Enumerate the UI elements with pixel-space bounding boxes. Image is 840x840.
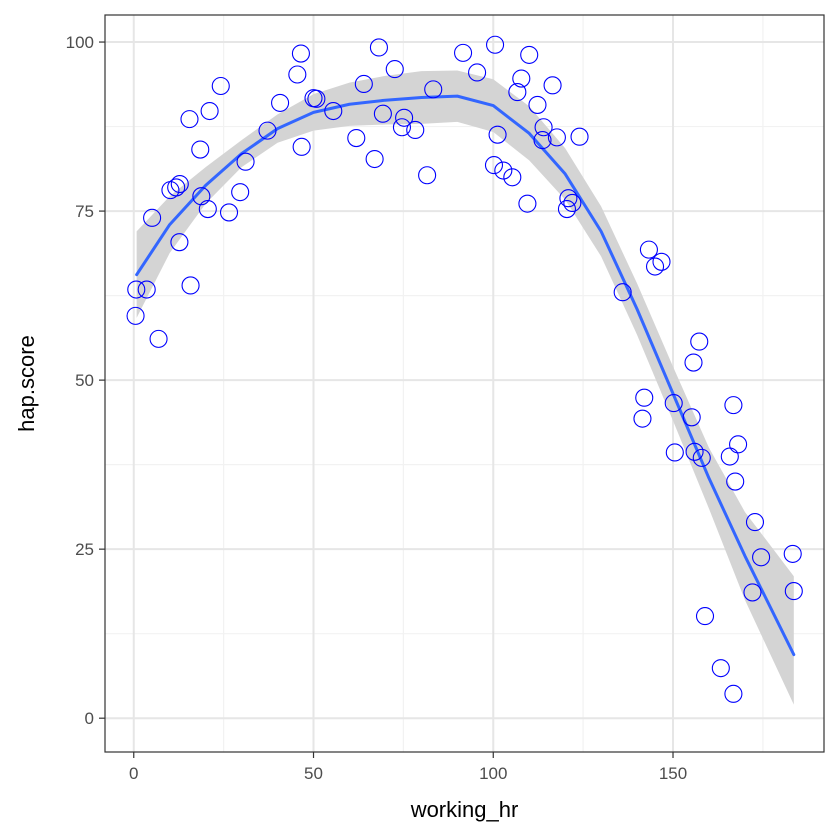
x-tick-label: 50 <box>304 764 323 783</box>
data-point <box>149 329 168 348</box>
data-point <box>682 408 701 427</box>
data-point <box>126 306 145 325</box>
data-point <box>695 607 715 626</box>
y-axis-title: hap.score <box>14 335 39 432</box>
data-point <box>127 280 146 299</box>
data-point <box>418 166 437 185</box>
data-point <box>373 104 392 123</box>
data-point <box>307 89 326 108</box>
data-point <box>211 76 230 96</box>
data-point <box>200 101 219 121</box>
data-point <box>192 187 211 206</box>
data-point <box>724 396 743 415</box>
data-point <box>547 128 566 147</box>
data-point <box>488 125 507 144</box>
data-point <box>726 472 745 491</box>
data-point <box>729 435 748 454</box>
data-point <box>385 60 404 79</box>
data-point <box>219 203 239 222</box>
data-point <box>424 80 443 99</box>
data-point <box>191 140 210 159</box>
data-point <box>570 127 589 146</box>
data-point <box>365 149 384 169</box>
data-point <box>395 108 414 127</box>
data-point <box>639 240 658 259</box>
y-tick-label: 25 <box>75 540 94 559</box>
data-point <box>684 353 703 372</box>
data-point <box>292 137 311 156</box>
data-point <box>258 121 277 140</box>
confidence-ribbon <box>136 70 794 705</box>
data-point <box>167 178 186 197</box>
data-point <box>645 257 665 276</box>
data-point <box>231 183 250 202</box>
data-point <box>170 174 189 194</box>
data-point <box>468 63 487 82</box>
data-point <box>783 544 802 563</box>
data-point <box>752 548 771 567</box>
data-point <box>180 110 199 129</box>
data-point <box>291 44 310 63</box>
data-point <box>406 120 425 139</box>
data-point <box>392 118 411 137</box>
data-point <box>198 200 217 219</box>
y-tick-label: 50 <box>75 371 94 390</box>
data-point <box>518 194 537 213</box>
y-tick-label: 75 <box>75 202 94 221</box>
data-point <box>743 583 762 602</box>
data-point <box>543 76 562 95</box>
data-point <box>236 152 255 171</box>
x-tick-label: 0 <box>129 764 138 783</box>
data-point <box>271 93 290 112</box>
data-point <box>143 208 162 227</box>
confidence-ribbon-layer <box>136 70 794 705</box>
data-point <box>685 442 704 461</box>
data-point <box>613 283 632 302</box>
data-point <box>557 200 577 219</box>
x-tick-label: 100 <box>479 764 507 783</box>
data-point <box>181 276 200 295</box>
data-point <box>494 161 513 180</box>
data-point <box>664 394 683 413</box>
data-point <box>563 193 582 213</box>
data-point <box>508 83 527 102</box>
data-point <box>533 131 552 150</box>
data-point <box>745 513 765 532</box>
x-axis-title: working_hr <box>410 797 519 822</box>
data-point <box>724 684 743 703</box>
data-point <box>692 448 711 467</box>
data-point <box>665 443 684 462</box>
data-point <box>633 409 652 428</box>
data-point <box>454 43 473 62</box>
data-point <box>635 388 654 407</box>
data-point <box>288 65 307 84</box>
y-tick-label: 100 <box>66 33 94 52</box>
data-point <box>512 69 531 88</box>
data-point <box>652 252 671 271</box>
data-point <box>369 38 388 57</box>
data-point <box>520 45 539 64</box>
data-point <box>170 233 189 252</box>
panel-border <box>104 14 825 753</box>
data-point <box>137 280 156 299</box>
data-point <box>503 168 522 187</box>
axes: 0 50 100 150 0 25 50 75 100 <box>66 33 688 783</box>
x-tick-label: 150 <box>659 764 687 783</box>
y-tick-label: 0 <box>85 709 94 728</box>
data-point <box>484 156 504 175</box>
data-point <box>486 35 505 54</box>
data-point <box>347 129 366 148</box>
data-point <box>784 582 803 601</box>
data-point <box>354 74 373 94</box>
grid-lines <box>105 15 824 752</box>
data-points <box>126 35 803 703</box>
data-point <box>690 332 709 351</box>
data-point <box>559 189 578 208</box>
data-point <box>534 118 553 137</box>
data-point <box>528 95 547 114</box>
data-point <box>711 659 730 678</box>
data-point <box>324 101 343 121</box>
